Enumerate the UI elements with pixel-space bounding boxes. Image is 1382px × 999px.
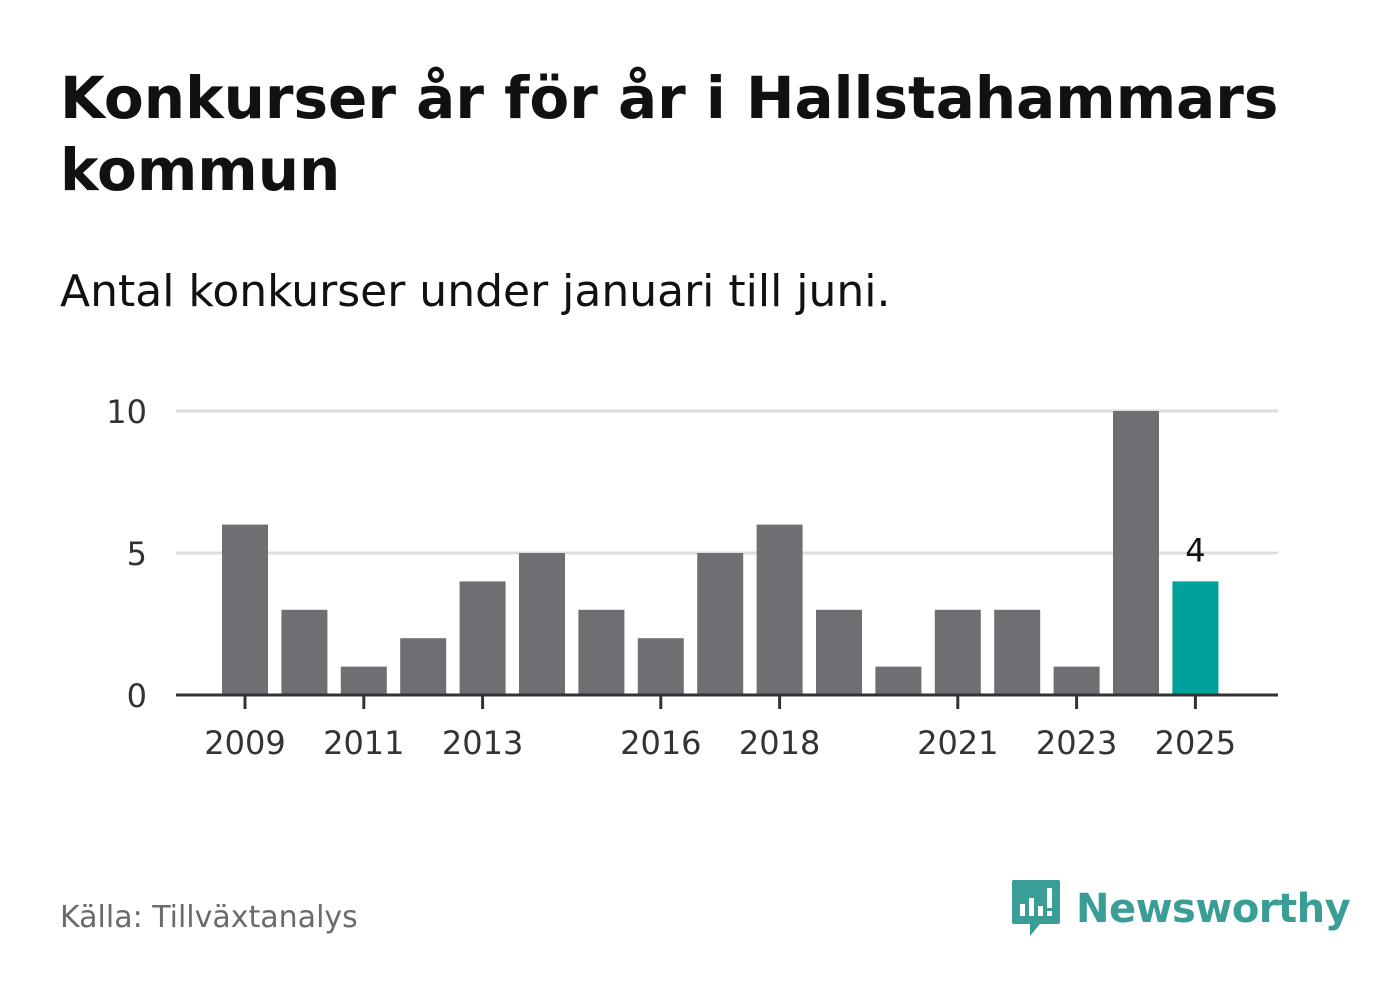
x-tick-label: 2013 [442,724,523,762]
x-tick-label: 2023 [1036,724,1117,762]
bar [1053,666,1100,695]
bar [697,553,744,695]
brand-logo: Newsworthy [1010,878,1351,940]
x-tick-label: 2011 [323,724,404,762]
bar [340,666,387,695]
bar [934,609,981,695]
x-tick-label: 2021 [917,724,998,762]
x-tick-label: 2009 [204,724,285,762]
bar [519,553,565,695]
chart-title: Konkurser år för år i Hallstahammars kom… [60,64,1279,204]
chart-subtitle: Antal konkurser under januari till juni. [60,266,891,317]
source-note: Källa: Tillväxtanalys [60,900,358,935]
bar [222,524,268,695]
bar [756,524,803,695]
bar [400,638,447,695]
y-tick-label: 5 [127,535,147,573]
bar-highlight [1172,581,1219,695]
bar [816,609,862,695]
x-tick-label: 2018 [739,724,820,762]
newsworthy-logo-icon [1012,880,1060,936]
brand-name: Newsworthy [1076,886,1351,932]
x-tick-label: 2016 [620,724,701,762]
bar [281,609,328,695]
x-tick-label: 2025 [1155,724,1236,762]
bar [637,638,684,695]
bar [1113,411,1159,695]
bar [459,581,506,695]
bar [994,609,1041,695]
data-label: 4 [1185,531,1205,569]
bar [875,666,922,695]
y-tick-label: 0 [127,677,147,715]
bar [578,609,625,695]
y-tick-label: 10 [106,393,147,431]
